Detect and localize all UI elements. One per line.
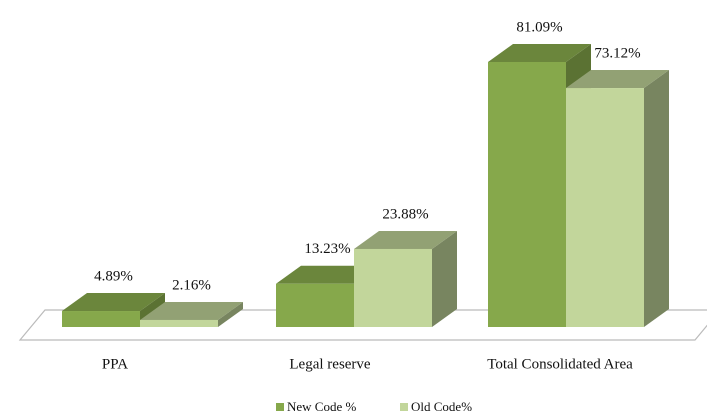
bar-side: [218, 301, 243, 327]
data-label: 23.88%: [382, 206, 428, 222]
legend-label: New Code %: [287, 399, 356, 414]
legend-swatch: [400, 403, 408, 411]
bar: [62, 311, 140, 327]
bar: [488, 62, 566, 327]
bar-top: [488, 44, 591, 62]
x-tick-label: Total Consolidated Area: [487, 356, 633, 372]
data-label: 73.12%: [594, 45, 640, 61]
data-label: 2.16%: [172, 277, 211, 293]
bar-side: [644, 70, 669, 328]
data-label: 13.23%: [304, 241, 350, 257]
bar-top: [62, 293, 165, 312]
legend-swatch: [276, 403, 284, 411]
bar-top: [566, 70, 669, 89]
bar: [276, 283, 354, 327]
x-tick-label: PPA: [102, 356, 128, 372]
bar-top: [354, 230, 457, 249]
bar-top: [140, 301, 243, 320]
legend-label: Old Code%: [411, 399, 472, 414]
bar: [140, 319, 218, 327]
data-label: 81.09%: [516, 19, 562, 35]
x-tick-label: Legal reserve: [289, 356, 371, 372]
bar: [566, 88, 644, 328]
bar-top: [276, 265, 379, 284]
bar-side: [432, 230, 457, 327]
data-label: 4.89%: [94, 268, 133, 284]
bar: [354, 248, 432, 327]
